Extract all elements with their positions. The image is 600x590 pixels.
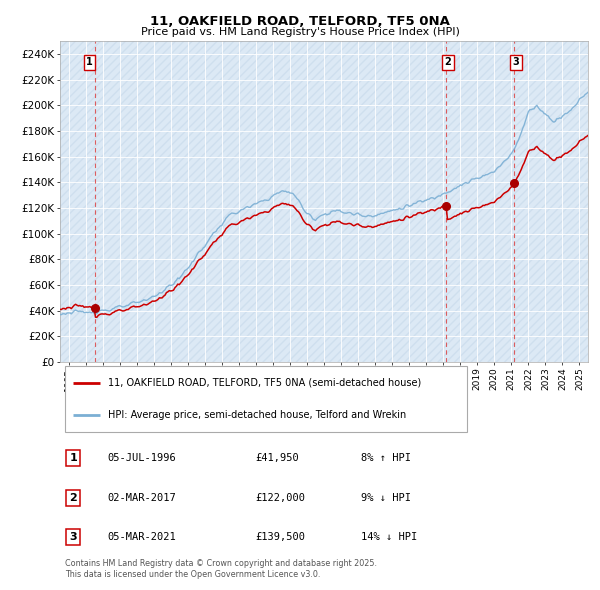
Text: 3: 3 <box>512 57 520 67</box>
Text: 05-JUL-1996: 05-JUL-1996 <box>107 453 176 463</box>
Text: 11, OAKFIELD ROAD, TELFORD, TF5 0NA: 11, OAKFIELD ROAD, TELFORD, TF5 0NA <box>150 15 450 28</box>
Text: 1: 1 <box>70 453 77 463</box>
Text: 2: 2 <box>70 493 77 503</box>
Text: Contains HM Land Registry data © Crown copyright and database right 2025.
This d: Contains HM Land Registry data © Crown c… <box>65 559 377 579</box>
Text: £41,950: £41,950 <box>256 453 299 463</box>
Text: 05-MAR-2021: 05-MAR-2021 <box>107 532 176 542</box>
Text: 02-MAR-2017: 02-MAR-2017 <box>107 493 176 503</box>
Text: 9% ↓ HPI: 9% ↓ HPI <box>361 493 411 503</box>
Text: Price paid vs. HM Land Registry's House Price Index (HPI): Price paid vs. HM Land Registry's House … <box>140 27 460 37</box>
Text: £139,500: £139,500 <box>256 532 305 542</box>
Text: 2: 2 <box>445 57 451 67</box>
FancyBboxPatch shape <box>65 366 467 432</box>
Text: 11, OAKFIELD ROAD, TELFORD, TF5 0NA (semi-detached house): 11, OAKFIELD ROAD, TELFORD, TF5 0NA (sem… <box>107 378 421 388</box>
Text: 14% ↓ HPI: 14% ↓ HPI <box>361 532 417 542</box>
Text: 8% ↑ HPI: 8% ↑ HPI <box>361 453 411 463</box>
Text: 1: 1 <box>86 57 93 67</box>
Text: 3: 3 <box>70 532 77 542</box>
Text: £122,000: £122,000 <box>256 493 305 503</box>
Text: HPI: Average price, semi-detached house, Telford and Wrekin: HPI: Average price, semi-detached house,… <box>107 410 406 420</box>
